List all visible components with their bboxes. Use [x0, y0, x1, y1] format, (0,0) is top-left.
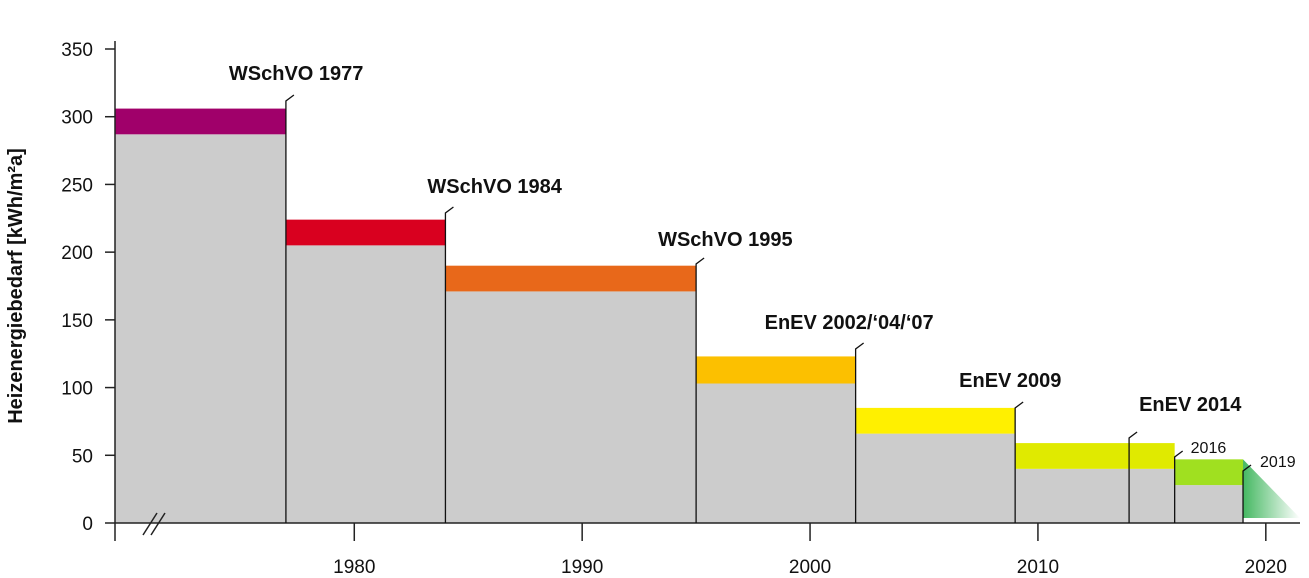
y-tick-label: 0: [82, 514, 93, 535]
x-tick-label: 1990: [561, 557, 603, 578]
x-tick-label: 2000: [789, 557, 831, 578]
base-area: [855, 433, 1016, 523]
y-tick-label: 150: [61, 311, 93, 332]
y-tick-label: 350: [61, 40, 93, 61]
annotation: EnEV 2009: [959, 370, 1061, 392]
annotation: WSchVO 1995: [658, 229, 793, 251]
y-axis-label: Heizenergiebedarf [kWh/m²a]: [5, 148, 27, 424]
leader-line: [1174, 450, 1184, 523]
band: [115, 108, 286, 135]
annotation: EnEV 2014: [1139, 394, 1242, 416]
base-area: [115, 134, 286, 523]
base-area: [285, 245, 446, 523]
fade-wedge: [1243, 459, 1300, 518]
axis-break: [142, 512, 166, 536]
y-tick-label: 50: [72, 446, 93, 467]
x-tick-label: 1980: [333, 557, 375, 578]
base-area: [1015, 468, 1175, 523]
band: [445, 265, 697, 292]
band: [285, 219, 446, 246]
x-tick-label: 2010: [1017, 557, 1059, 578]
leader-line: [854, 342, 865, 523]
base-area: [1174, 485, 1244, 523]
y-tick-label: 250: [61, 175, 93, 196]
leader-line: [1128, 431, 1138, 523]
annotation: 2019: [1260, 454, 1296, 471]
y-tick-label: 100: [61, 379, 93, 400]
band: [696, 356, 856, 384]
y-tick-label: 200: [61, 243, 93, 264]
leader-line: [444, 206, 454, 523]
x-tick-label: 2020: [1245, 557, 1287, 578]
band: [855, 407, 1016, 434]
band: [1174, 459, 1244, 486]
leader-line: [1242, 464, 1252, 523]
base-area: [696, 383, 856, 523]
base-area: [445, 291, 697, 523]
leader-line: [695, 257, 705, 523]
y-tick-label: 300: [61, 108, 93, 129]
annotation: WSchVO 1984: [427, 176, 562, 198]
leader-line: [1014, 401, 1024, 523]
band: [1015, 443, 1175, 469]
annotation: EnEV 2002/‘04/‘07: [765, 312, 934, 334]
annotation: WSchVO 1977: [229, 63, 364, 85]
leader-line: [285, 94, 295, 523]
annotation: 2016: [1191, 440, 1227, 457]
